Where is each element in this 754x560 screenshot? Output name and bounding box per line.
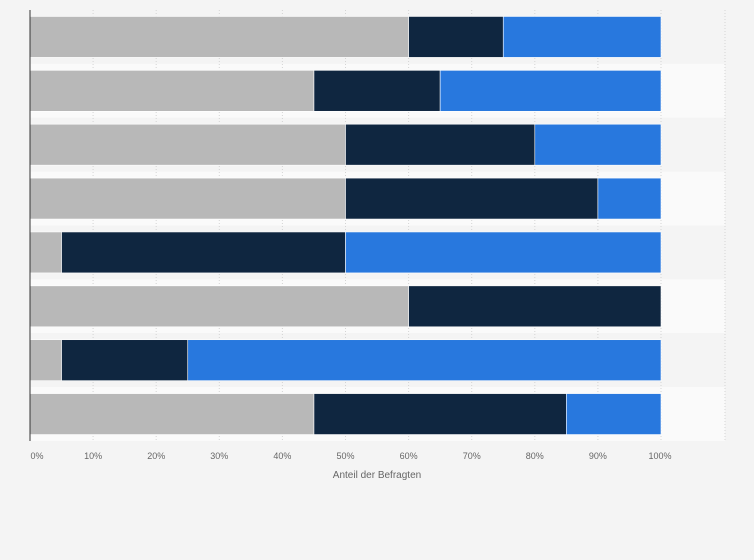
bar-segment (29, 177, 346, 220)
bar-segment (345, 177, 599, 220)
x-tick-label: 90% (589, 451, 607, 461)
x-tick-label: 50% (336, 451, 354, 461)
bar-segment (345, 123, 536, 166)
bar-segment (29, 339, 62, 381)
bar-segment (502, 16, 662, 58)
x-tick-label: 10% (84, 451, 102, 461)
x-tick-label: 70% (463, 451, 481, 461)
bar-segment (408, 285, 662, 328)
bar-segment (29, 70, 315, 112)
bar-segment (61, 231, 346, 274)
x-tick-label: 30% (210, 451, 228, 461)
bar-segment (408, 16, 504, 58)
bar-segment (439, 70, 662, 112)
x-tick-label: 40% (273, 451, 291, 461)
bar-segment (597, 177, 662, 220)
bar-segment (345, 231, 662, 274)
x-tick-label: 20% (147, 451, 165, 461)
bars (29, 16, 662, 435)
bar-segment (29, 16, 409, 58)
x-tick-label: 60% (400, 451, 418, 461)
bar-segment (29, 123, 346, 166)
x-tick-label: 100% (648, 451, 671, 461)
x-axis-tick-labels: 0% 10% 20% 30% 40% 50% 60% 70% 80% 90% 100% (30, 451, 671, 461)
bar-segment (61, 339, 189, 381)
bar-segment (534, 123, 662, 166)
bar-segment (29, 285, 409, 328)
x-tick-label: 80% (526, 451, 544, 461)
bar-segment (566, 393, 662, 435)
bar-segment (313, 70, 441, 112)
bar-segment (29, 393, 315, 435)
bar-segment (187, 339, 662, 381)
x-axis-title: Anteil der Befragten (333, 470, 421, 481)
x-tick-label: 0% (30, 451, 43, 461)
bar-segment (313, 393, 567, 435)
bar-segment (29, 231, 62, 274)
